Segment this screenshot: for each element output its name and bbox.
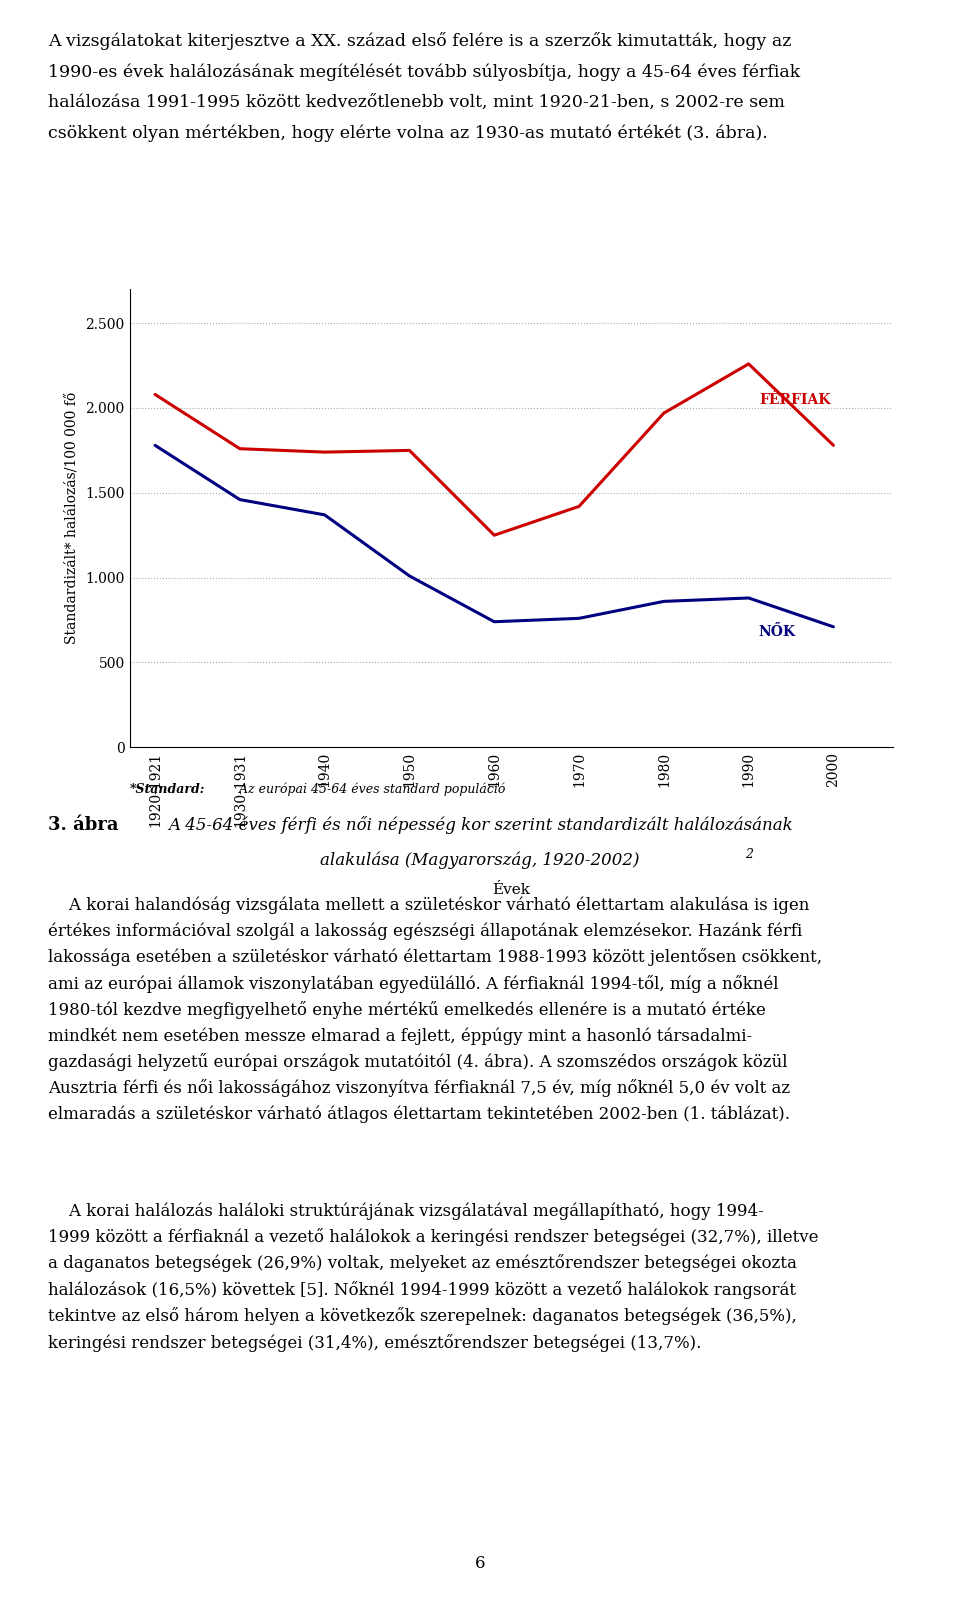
Text: 6: 6 bbox=[475, 1554, 485, 1572]
Text: A korai halandóság vizsgálata mellett a születéskor várható élettartam alakulása: A korai halandóság vizsgálata mellett a … bbox=[48, 897, 822, 1123]
Text: NŐK: NŐK bbox=[758, 625, 796, 640]
Y-axis label: Standardizált* halálozás/100 000 fő: Standardizált* halálozás/100 000 fő bbox=[64, 392, 79, 644]
Text: Az európai 45-64 éves standard populáció: Az európai 45-64 éves standard populáció bbox=[235, 783, 506, 795]
Text: 3. ábra: 3. ábra bbox=[48, 816, 118, 834]
Text: *Standard:: *Standard: bbox=[130, 783, 205, 795]
Text: A 45-64 éves férfi és női népesség kor szerint standardizált halálozásának: A 45-64 éves férfi és női népesség kor s… bbox=[168, 816, 793, 834]
Text: A korai halálozás haláloki struktúrájának vizsgálatával megállapítható, hogy 199: A korai halálozás haláloki struktúrájána… bbox=[48, 1202, 819, 1351]
Text: 2: 2 bbox=[745, 848, 753, 861]
Text: FÉRFIAK: FÉRFIAK bbox=[758, 392, 830, 407]
X-axis label: Évek: Évek bbox=[492, 882, 530, 897]
Text: alakulása (Magyarország, 1920-2002): alakulása (Magyarország, 1920-2002) bbox=[321, 852, 639, 869]
Text: A vizsgálatokat kiterjesztve a XX. század első felére is a szerzők kimutatták, h: A vizsgálatokat kiterjesztve a XX. száza… bbox=[48, 32, 801, 141]
